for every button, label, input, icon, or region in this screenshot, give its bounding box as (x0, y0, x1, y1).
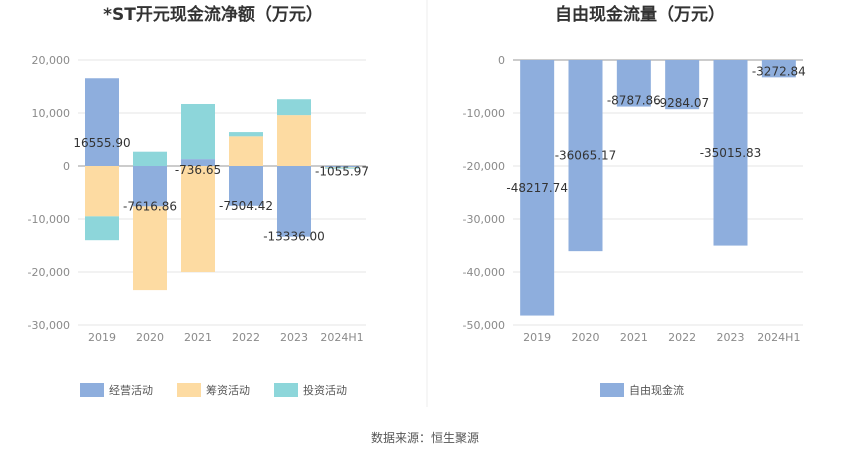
left-bar (85, 166, 119, 217)
left-data-label: -7504.42 (219, 199, 273, 213)
left-data-label: 16555.90 (73, 136, 130, 150)
right-x-tick-label: 2020 (572, 331, 600, 344)
left-y-tick-label: -30,000 (28, 319, 70, 332)
right-x-tick-label: 2021 (620, 331, 648, 344)
right-bar (616, 60, 651, 107)
right-bar (568, 60, 603, 252)
left-legend-swatch (80, 383, 104, 397)
left-x-tick-label: 2022 (232, 331, 260, 344)
left-x-tick-label: 2024H1 (320, 331, 363, 344)
left-bar (325, 167, 359, 168)
right-chart-title: 自由现金流量（万元） (555, 4, 725, 25)
left-data-label: -7616.86 (123, 199, 177, 213)
left-bar (229, 166, 263, 206)
left-y-tick-label: 10,000 (32, 107, 71, 120)
left-bar (133, 151, 167, 166)
left-x-tick-label: 2020 (136, 331, 164, 344)
left-x-tick-label: 2019 (88, 331, 116, 344)
right-x-tick-label: 2022 (668, 331, 696, 344)
left-bar (277, 166, 311, 237)
right-y-tick-label: -30,000 (463, 213, 505, 226)
left-legend-swatch (274, 383, 298, 397)
left-x-tick-label: 2021 (184, 331, 212, 344)
left-legend-label: 投资活动 (303, 383, 347, 397)
left-data-label: -736.65 (175, 163, 221, 177)
left-bar (85, 216, 119, 241)
right-bar (761, 60, 796, 78)
left-bar (181, 159, 215, 166)
left-bar (229, 132, 263, 137)
right-chart: 0 -10,000 -20,000 -30,000 -40,000 -50,000 2019… (463, 54, 806, 344)
left-legend-label: 筹资活动 (206, 383, 250, 397)
right-data-label: -35015.83 (700, 146, 762, 160)
right-x-tick-label: 2023 (717, 331, 745, 344)
right-legend-swatch (600, 383, 624, 397)
left-data-label: -1055.97 (315, 165, 369, 179)
right-data-label: -3272.84 (752, 64, 806, 78)
right-x-tick-label: 2024H1 (757, 331, 800, 344)
left-y-tick-label: 20,000 (32, 54, 71, 67)
right-y-tick-label: -20,000 (463, 160, 505, 173)
left-x-tick-label: 2023 (280, 331, 308, 344)
right-bar (520, 60, 555, 316)
left-legend-label: 经营活动 (109, 383, 153, 397)
right-bar (665, 60, 700, 110)
left-bar (133, 206, 167, 291)
left-bar (277, 115, 311, 166)
right-data-label: -9284.07 (655, 96, 709, 110)
left-chart: 20,000 10,000 0 -10,000 -20,000 -30,000 2019 20… (28, 54, 369, 344)
left-y-tick-label: 0 (63, 160, 70, 173)
right-y-tick-label: -10,000 (463, 107, 505, 120)
left-bar (85, 78, 119, 166)
left-bar (325, 167, 359, 169)
left-legend-swatch (177, 383, 201, 397)
left-bar (277, 99, 311, 116)
left-bar (133, 166, 167, 207)
right-data-label: -36065.17 (555, 149, 617, 163)
right-data-label: -8787.86 (607, 94, 661, 108)
left-chart-title: *ST开元现金流净额（万元） (103, 4, 323, 25)
right-y-tick-label: -40,000 (463, 266, 505, 279)
right-x-tick-label: 2019 (523, 331, 551, 344)
right-bar (713, 60, 748, 246)
right-legend-label: 自由现金流 (629, 383, 684, 397)
left-data-label: -13336.00 (263, 230, 325, 244)
right-data-label: -48217.74 (506, 181, 568, 195)
left-bar (181, 103, 215, 160)
data-source: 数据来源：恒生聚源 (371, 430, 479, 445)
right-y-tick-label: 0 (498, 54, 505, 67)
left-bar (181, 166, 215, 272)
left-bar (229, 136, 263, 166)
left-bar (325, 166, 359, 168)
right-y-tick-label: -50,000 (463, 319, 505, 332)
left-y-tick-label: -20,000 (28, 266, 70, 279)
left-y-tick-label: -10,000 (28, 213, 70, 226)
